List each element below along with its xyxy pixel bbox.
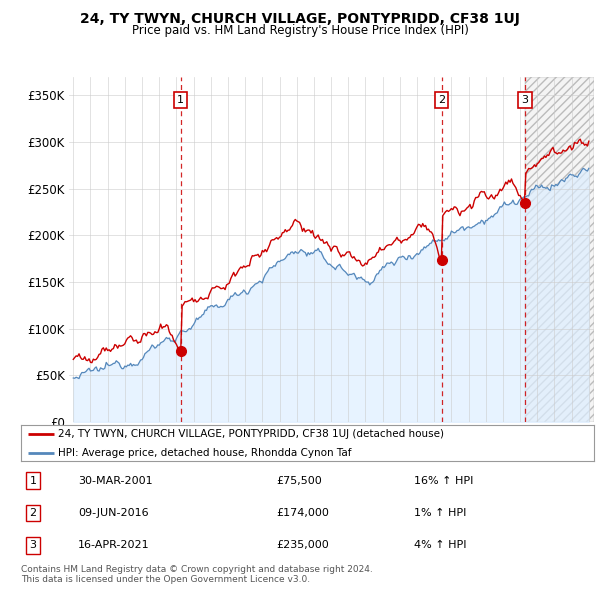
Bar <box>525 77 594 422</box>
Text: 24, TY TWYN, CHURCH VILLAGE, PONTYPRIDD, CF38 1UJ (detached house): 24, TY TWYN, CHURCH VILLAGE, PONTYPRIDD,… <box>58 429 444 439</box>
Text: £174,000: £174,000 <box>276 508 329 518</box>
Text: 16-APR-2021: 16-APR-2021 <box>78 540 149 550</box>
Text: 1: 1 <box>29 476 37 486</box>
Text: 1: 1 <box>177 95 184 105</box>
Text: 2: 2 <box>438 95 445 105</box>
Text: 16% ↑ HPI: 16% ↑ HPI <box>414 476 473 486</box>
Text: HPI: Average price, detached house, Rhondda Cynon Taf: HPI: Average price, detached house, Rhon… <box>58 448 352 458</box>
Text: Contains HM Land Registry data © Crown copyright and database right 2024.
This d: Contains HM Land Registry data © Crown c… <box>21 565 373 584</box>
Text: 2: 2 <box>29 508 37 518</box>
Text: 3: 3 <box>29 540 37 550</box>
Text: 09-JUN-2016: 09-JUN-2016 <box>78 508 149 518</box>
Text: 24, TY TWYN, CHURCH VILLAGE, PONTYPRIDD, CF38 1UJ: 24, TY TWYN, CHURCH VILLAGE, PONTYPRIDD,… <box>80 12 520 26</box>
Text: 1% ↑ HPI: 1% ↑ HPI <box>414 508 466 518</box>
Text: 30-MAR-2001: 30-MAR-2001 <box>78 476 152 486</box>
Text: 4% ↑ HPI: 4% ↑ HPI <box>414 540 467 550</box>
Text: Price paid vs. HM Land Registry's House Price Index (HPI): Price paid vs. HM Land Registry's House … <box>131 24 469 37</box>
Text: £235,000: £235,000 <box>276 540 329 550</box>
Text: 3: 3 <box>521 95 529 105</box>
Text: £75,500: £75,500 <box>276 476 322 486</box>
Bar <box>525 77 594 422</box>
